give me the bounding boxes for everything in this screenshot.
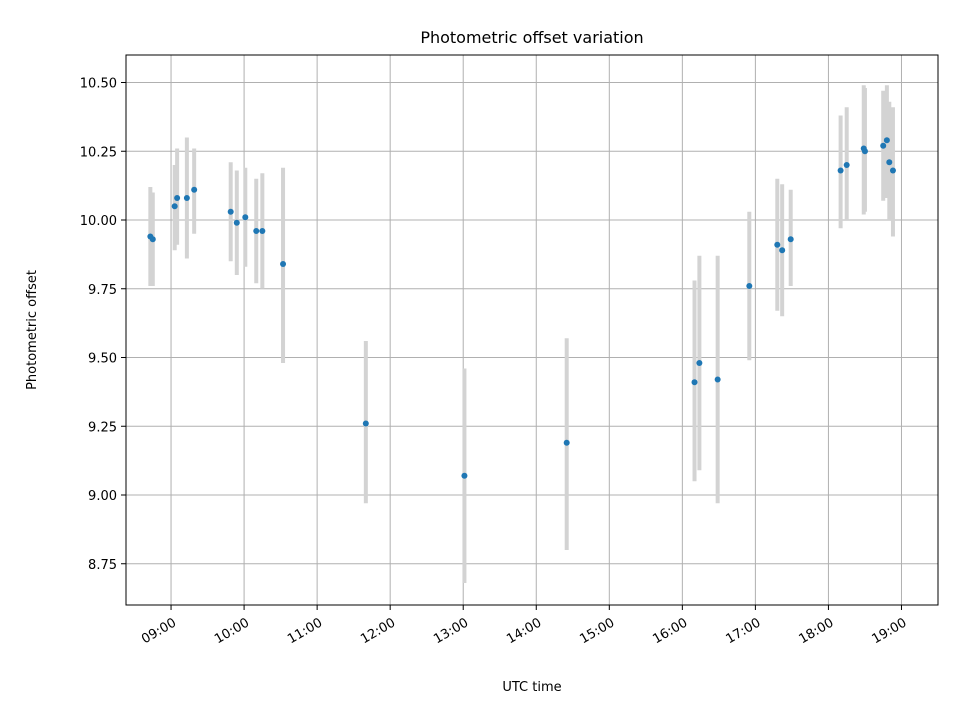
- y-axis-label: Photometric offset: [25, 270, 40, 390]
- data-point: [696, 360, 703, 366]
- data-point: [746, 283, 753, 289]
- data-points: [147, 137, 896, 479]
- y-tick-label: 10.50: [80, 77, 117, 92]
- data-point: [886, 159, 893, 166]
- y-axis: 8.75 9.00 9.25 9.50 9.75 10.00 10.25 10.50: [80, 77, 126, 573]
- data-point: [563, 439, 570, 446]
- data-point: [787, 236, 794, 243]
- plot-frame: [125, 54, 939, 606]
- y-tick-label: 10.00: [80, 214, 117, 229]
- data-point: [880, 142, 887, 149]
- data-point: [242, 214, 249, 221]
- data-point: [714, 376, 721, 383]
- data-point: [774, 241, 781, 248]
- data-point: [691, 379, 698, 386]
- data-point: [233, 219, 240, 226]
- data-point: [883, 137, 890, 144]
- chart-title: Photometric offset variation: [420, 28, 643, 47]
- data-point: [837, 167, 844, 174]
- data-point: [174, 195, 181, 201]
- y-tick-label: 8.75: [88, 558, 117, 573]
- data-point: [889, 167, 896, 174]
- y-tick-label: 10.25: [80, 145, 117, 160]
- data-point: [253, 228, 260, 234]
- data-point: [183, 195, 190, 201]
- grid: [126, 55, 938, 605]
- data-point: [171, 203, 178, 210]
- data-point: [227, 208, 234, 215]
- y-tick-label: 9.25: [88, 420, 117, 435]
- data-point: [861, 148, 868, 155]
- y-tick-label: 9.00: [88, 489, 117, 504]
- y-tick-label: 9.50: [88, 352, 117, 367]
- x-axis-label: UTC time: [502, 680, 561, 695]
- data-point: [191, 186, 198, 193]
- data-point: [259, 228, 266, 234]
- y-tick-label: 9.75: [88, 283, 117, 298]
- data-point: [280, 261, 287, 267]
- data-point: [843, 162, 850, 168]
- data-point: [779, 247, 786, 254]
- data-point: [149, 236, 156, 243]
- data-point: [461, 472, 468, 479]
- data-point: [362, 420, 369, 427]
